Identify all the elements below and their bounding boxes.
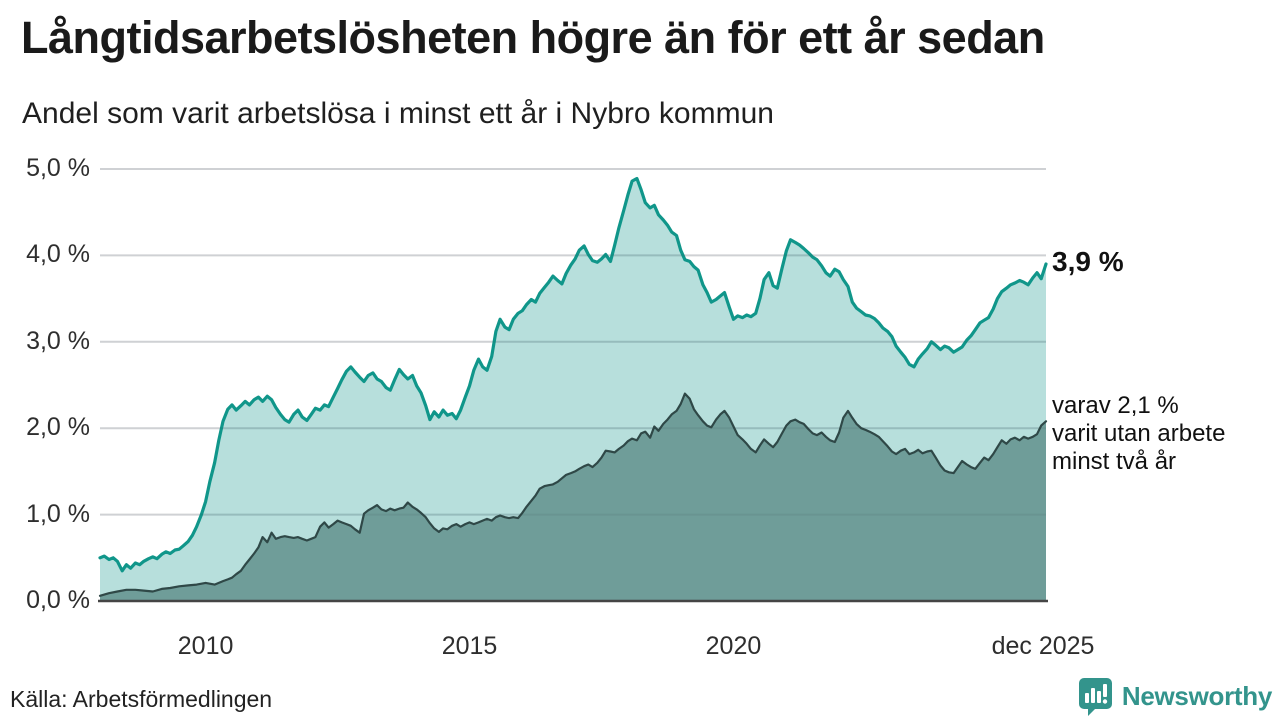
x-tick-label: 2015	[441, 632, 498, 660]
page-title: Långtidsarbetslösheten högre än för ett …	[21, 12, 1045, 63]
sub-annotation-line-3: minst två år	[1052, 448, 1177, 475]
y-tick-label: 5,0 %	[26, 154, 90, 182]
sub-series-annotation: varav 2,1 % varit utan arbete minst två …	[1052, 392, 1225, 476]
x-tick-label: 2010	[177, 632, 234, 660]
brand-name: Newsworthy	[1121, 680, 1272, 711]
y-tick-label: 0,0 %	[26, 586, 90, 614]
sub-annotation-line-1: varav 2,1 %	[1052, 392, 1179, 419]
x-tick-label: dec 2025	[991, 632, 1095, 660]
end-value-annotation: 3,9 %	[1052, 246, 1124, 277]
y-tick-label: 4,0 %	[26, 240, 90, 269]
brand-logo: Newsworthy	[1076, 676, 1272, 716]
y-tick-label: 2,0 %	[26, 413, 90, 442]
page-subtitle: Andel som varit arbetslösa i minst ett å…	[22, 97, 774, 130]
y-tick-label: 3,0 %	[26, 326, 90, 355]
series-line	[98, 176, 1048, 573]
y-tick-label: 1,0 %	[26, 499, 90, 528]
sub-annotation-line-2: varit utan arbete	[1052, 420, 1226, 447]
source-note: Källa: Arbetsförmedlingen	[10, 686, 273, 712]
series-line	[98, 392, 1048, 597]
series-area	[100, 393, 1046, 601]
x-tick-label: 2020	[705, 632, 762, 660]
newsworthy-icon	[1078, 678, 1112, 716]
